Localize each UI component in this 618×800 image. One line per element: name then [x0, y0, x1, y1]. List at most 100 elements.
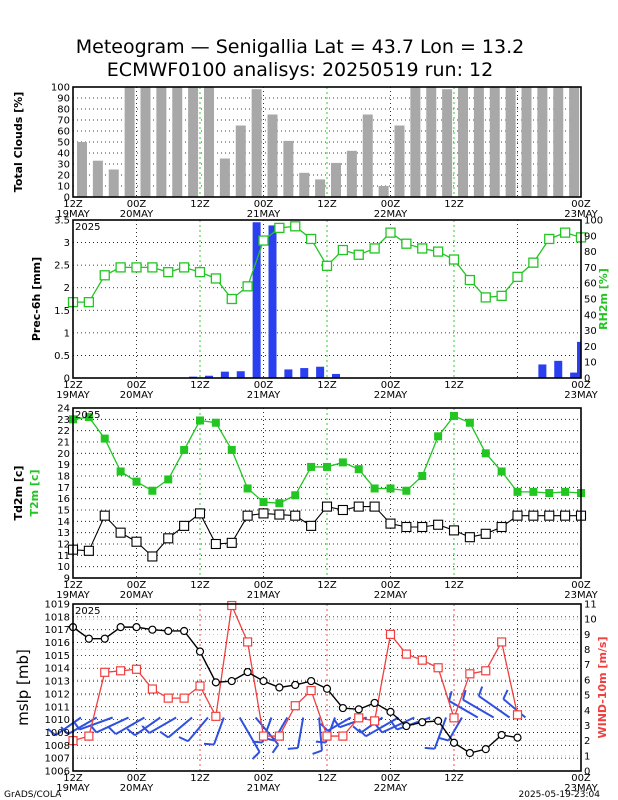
- y-tick-label-right-precip: 10: [584, 358, 597, 369]
- y-tick-label-right-mslp: 7: [584, 660, 590, 671]
- wind-barb: [462, 698, 495, 719]
- wind-barb: [115, 716, 145, 735]
- wind-speed-point: [147, 684, 157, 694]
- x-hour-label-mslp: 00Z: [381, 773, 401, 784]
- wind-speed-point: [417, 655, 427, 665]
- y-tick-label-mslp: 1011: [45, 702, 70, 713]
- cloud-bar: [505, 87, 516, 197]
- wind-barb-flag: [252, 740, 263, 744]
- t2m-point: [450, 411, 458, 420]
- precip-bar: [236, 371, 245, 378]
- x-date-label-precip: 22MAY: [374, 390, 408, 401]
- cloud-bar: [537, 87, 548, 197]
- wind-barb-flag: [72, 720, 81, 731]
- wind-barb-flag: [462, 689, 467, 701]
- wind-barb-flag: [448, 690, 453, 702]
- td2m-point: [401, 521, 412, 533]
- y-tick-label-right-precip: 80: [584, 247, 597, 258]
- y-tick-label-mslp: 1009: [45, 728, 70, 739]
- x-hour-label-clouds: 00Z: [571, 199, 591, 210]
- rh-point: [115, 262, 126, 273]
- x-hour-label-temp: 12Z: [190, 580, 210, 591]
- wind-barb: [365, 716, 399, 738]
- x-hour-label-precip: 00Z: [127, 380, 147, 391]
- y-tick-label-right-precip: 20: [584, 342, 597, 353]
- x-date-label-temp: 21MAY: [247, 590, 281, 601]
- rh-point: [131, 262, 142, 273]
- y-tick-label-mslp: 1015: [45, 651, 70, 662]
- td2m-point: [480, 528, 491, 539]
- mslp-point: [291, 680, 300, 690]
- wind-speed-point: [131, 664, 142, 674]
- wind-speed-point: [497, 637, 507, 647]
- wind-barb-flag: [271, 744, 280, 754]
- td2m-point: [544, 510, 555, 521]
- mslp-point: [275, 683, 284, 692]
- x-hour-label-clouds: 12Z: [317, 199, 337, 210]
- td2m-point: [194, 508, 206, 519]
- td2m-point: [163, 533, 174, 544]
- td2m-point: [99, 510, 110, 521]
- y-tick-label-precip: 2: [64, 283, 70, 294]
- precip-bar: [570, 372, 579, 378]
- x-hour-label-precip: 12Z: [63, 380, 83, 391]
- wind-barb-flag: [251, 751, 261, 760]
- td2m-point: [528, 510, 539, 521]
- cloud-bar: [77, 142, 87, 197]
- rh-point: [258, 235, 269, 246]
- cloud-bar: [219, 158, 230, 197]
- y-axis-label-rh: RH2m [%]: [597, 268, 610, 330]
- y-tick-label-temp: 18: [57, 472, 70, 483]
- precip-bar: [205, 375, 213, 378]
- x-date-label-temp: 20MAY: [120, 590, 154, 601]
- t2m-point: [148, 486, 157, 495]
- t2m-point: [338, 458, 347, 467]
- chart-title-line1: Meteogram — Senigallia Lat = 43.7 Lon = …: [76, 36, 525, 58]
- cloud-bar: [489, 87, 500, 197]
- t2m-point: [243, 484, 252, 493]
- y-tick-label-mslp: 1010: [45, 715, 70, 726]
- t2m-point: [513, 487, 522, 496]
- x-date-label-clouds: 19MAY: [56, 209, 90, 220]
- cloud-bar: [299, 172, 310, 197]
- wind-speed-point: [306, 685, 316, 696]
- y-tick-label-clouds: 20: [57, 171, 70, 182]
- wind-speed-point: [179, 693, 189, 703]
- wind-barb: [478, 695, 511, 719]
- cloud-bar: [235, 125, 246, 197]
- rh-point: [401, 238, 412, 249]
- cloud-bar: [172, 87, 183, 197]
- rh-point: [417, 243, 428, 254]
- y-tick-label-right-mslp: 1: [584, 751, 590, 762]
- footer-right: 2025-05-19-23:04: [519, 790, 601, 800]
- rh-point: [305, 233, 317, 245]
- t2m-point: [529, 487, 538, 496]
- wind-speed-point: [116, 666, 126, 676]
- y-tick-label-mslp: 1016: [45, 638, 70, 649]
- x-hour-label-clouds: 12Z: [190, 199, 210, 210]
- td2m-point: [131, 536, 142, 547]
- wind-barb: [79, 716, 114, 731]
- y-tick-label-mslp: 1018: [45, 612, 70, 623]
- wind-barb-flag: [477, 686, 484, 697]
- cloud-bar: [92, 160, 103, 197]
- x-hour-label-precip: 12Z: [190, 380, 210, 391]
- x-hour-label-temp: 12Z: [63, 580, 83, 591]
- mslp-point: [497, 730, 506, 740]
- wind-barb-flag: [312, 749, 323, 755]
- rh-point: [163, 266, 174, 278]
- td2m-point: [417, 521, 428, 533]
- wind-barb-flag: [358, 728, 367, 738]
- y-tick-label-temp: 15: [57, 506, 70, 517]
- wind-barb-flag: [315, 740, 326, 744]
- rh-point: [83, 297, 95, 308]
- wind-barb: [447, 717, 463, 742]
- wind-barb: [296, 717, 305, 749]
- wind-speed-point: [481, 666, 491, 676]
- mslp-point: [338, 703, 347, 713]
- y-tick-label-right-precip: 40: [584, 310, 597, 321]
- rh-point: [464, 274, 476, 286]
- y-tick-label-right-precip: 50: [584, 295, 597, 306]
